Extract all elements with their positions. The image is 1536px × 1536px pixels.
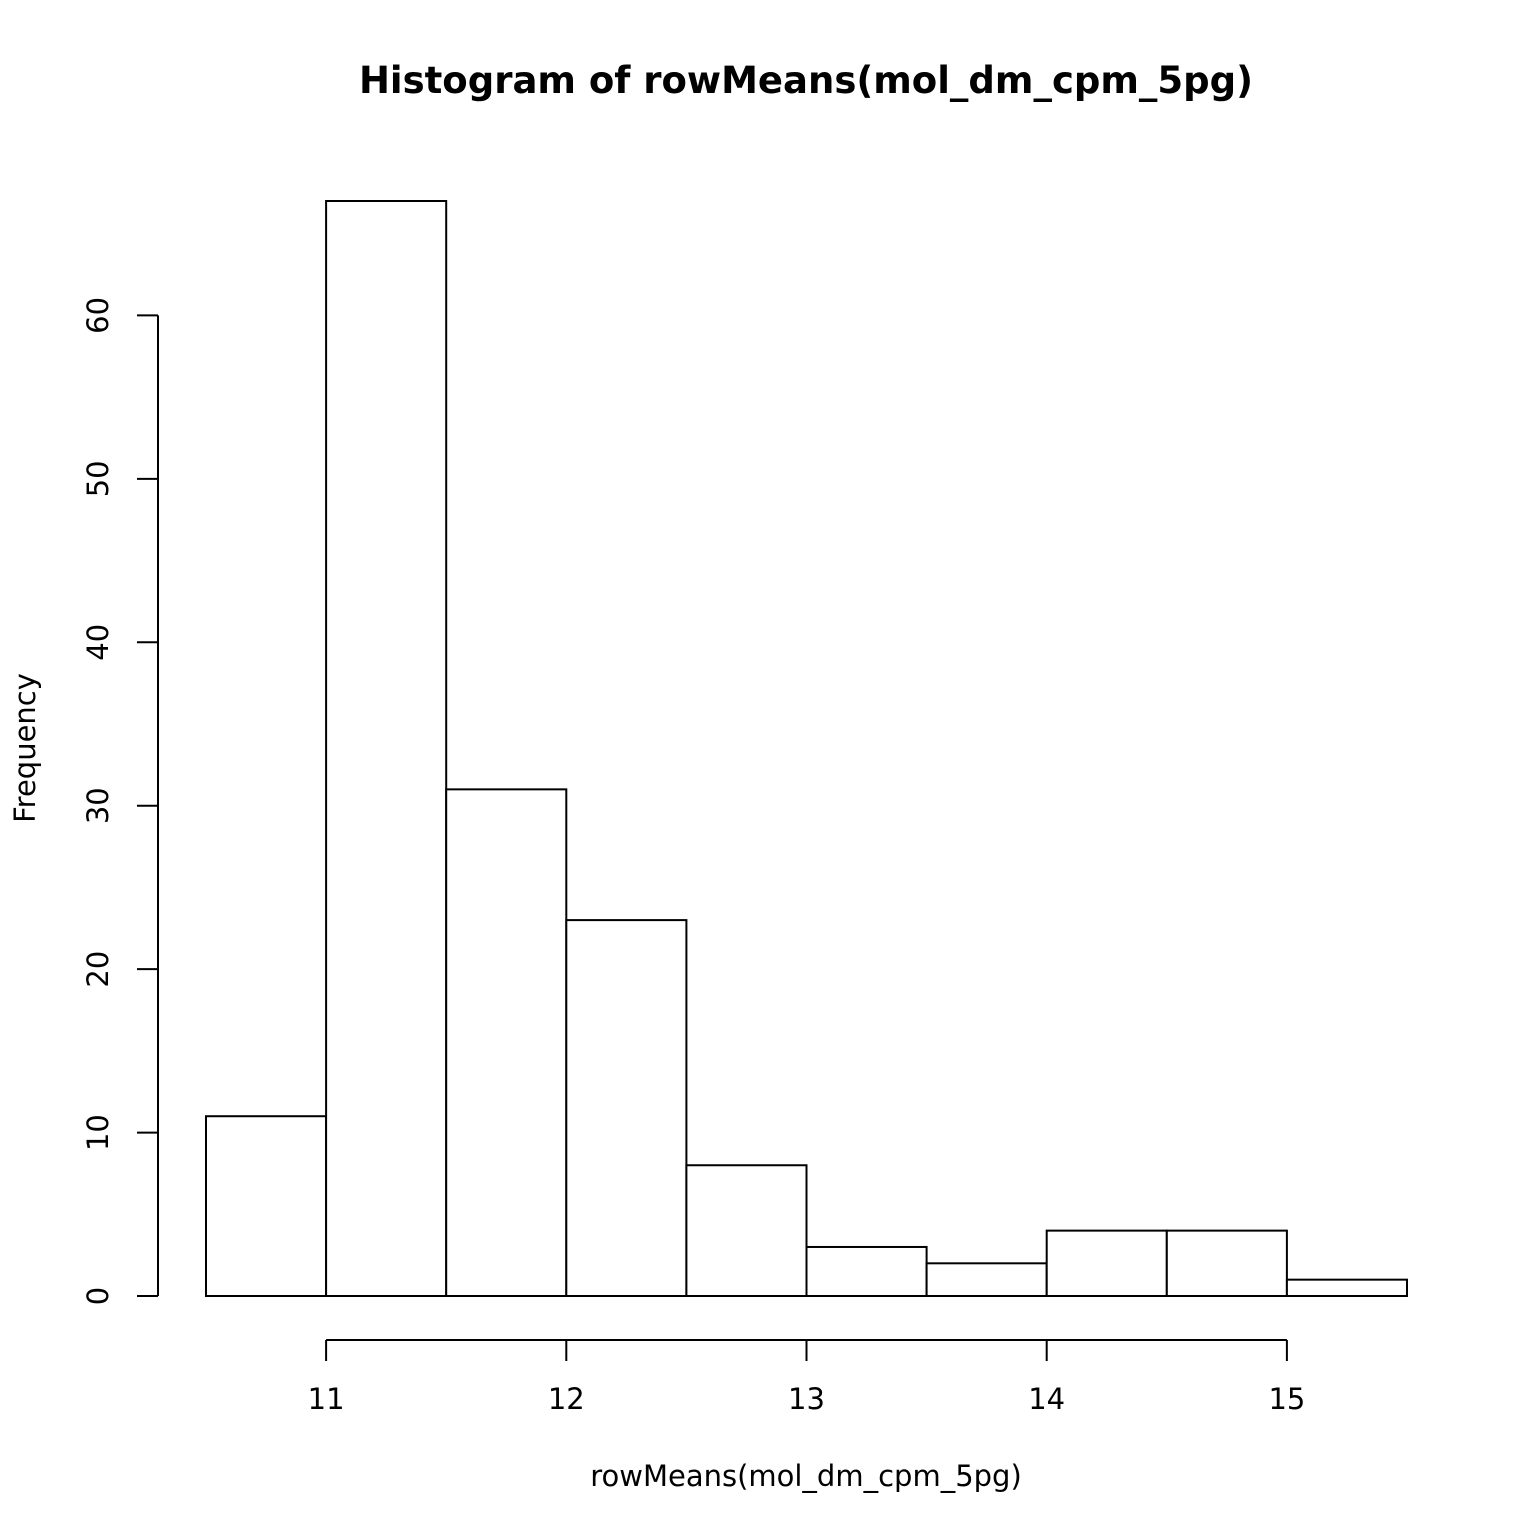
y-tick-label: 0 (81, 1287, 115, 1305)
x-axis-label: rowMeans(mol_dm_cpm_5pg) (590, 1459, 1022, 1493)
x-tick-label: 13 (788, 1382, 825, 1416)
y-tick-label: 50 (81, 460, 115, 497)
histogram-bar-9 (1165, 1229, 1288, 1297)
histogram-bar-8 (1045, 1229, 1168, 1297)
histogram-bar-3 (445, 788, 568, 1297)
bars-group (205, 200, 1409, 1298)
x-tick-label: 11 (308, 1382, 345, 1416)
histogram-bar-5 (685, 1164, 808, 1298)
histogram-bar-6 (805, 1245, 928, 1297)
x-tick-label: 12 (548, 1382, 585, 1416)
histogram-bar-10 (1285, 1278, 1409, 1298)
chart-title: Histogram of rowMeans(mol_dm_cpm_5pg) (359, 59, 1253, 102)
y-tick-label: 30 (81, 787, 115, 824)
y-tick-label: 20 (81, 951, 115, 988)
y-axis-label: Frequency (8, 673, 42, 823)
x-axis: 11 12 13 14 15 (308, 1339, 1305, 1416)
histogram-bar-1 (205, 1115, 328, 1297)
y-tick-label: 40 (81, 624, 115, 661)
x-tick-label: 14 (1028, 1382, 1065, 1416)
y-tick-label: 10 (81, 1114, 115, 1151)
histogram-bar-7 (925, 1262, 1048, 1298)
x-tick-label: 15 (1268, 1382, 1305, 1416)
histogram-bar-2 (325, 200, 448, 1297)
y-tick-label: 60 (81, 297, 115, 334)
y-axis: 0 10 20 30 40 50 60 (81, 297, 159, 1305)
histogram-bar-4 (565, 919, 688, 1297)
